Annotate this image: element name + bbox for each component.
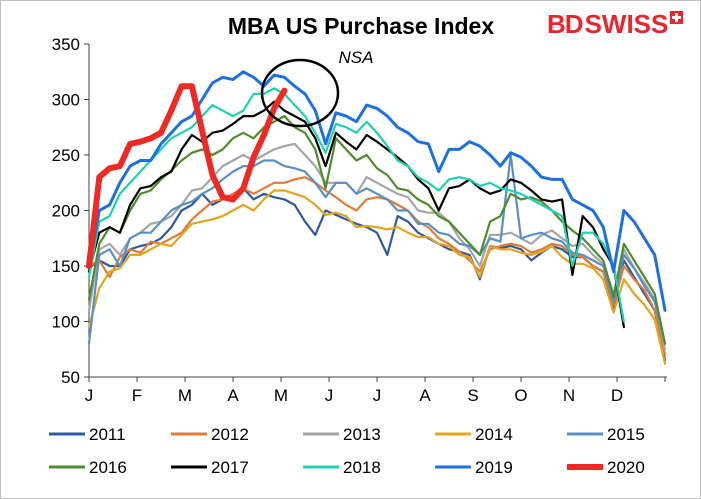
- legend-label-2015: 2015: [607, 425, 645, 444]
- series-line-2019: [87, 70, 667, 312]
- x-tick-label: A: [227, 386, 239, 405]
- legend-label-2018: 2018: [343, 458, 381, 477]
- chart-legend: 2011 2012 2013 2014 2015 2016 2017 2018 2019 2020: [49, 425, 645, 477]
- x-tick-label: S: [467, 386, 478, 405]
- y-tick-label: 150: [52, 257, 80, 276]
- legend-label-2011: 2011: [89, 425, 126, 444]
- legend-label-2012: 2012: [211, 425, 249, 444]
- x-tick-label: N: [563, 386, 575, 405]
- highlight-circle: [260, 58, 340, 128]
- chart-title: MBA US Purchase Index: [228, 13, 494, 39]
- x-tick-label: F: [132, 386, 142, 405]
- series-line-2017: [87, 100, 626, 329]
- series-line-2018: [87, 87, 626, 323]
- legend-label-2020: 2020: [607, 458, 645, 477]
- legend-label-2014: 2014: [475, 425, 513, 444]
- y-tick-label: 350: [52, 35, 80, 54]
- chart-axes: 50 100 150 200 250 300 350 J F M A M J J A S O N D: [52, 35, 667, 405]
- x-tick-label: A: [419, 386, 431, 405]
- y-tick-label: 250: [52, 146, 80, 165]
- y-tick-label: 200: [52, 202, 80, 221]
- y-tick-label: 100: [52, 313, 80, 332]
- x-tick-label: J: [325, 386, 334, 405]
- logo-letters-bd: BD: [547, 8, 584, 39]
- x-tick-label: M: [274, 386, 288, 405]
- series-line-2020: [86, 83, 288, 269]
- x-tick-label: D: [611, 386, 623, 405]
- bdswiss-logo: BD SWISS: [547, 8, 684, 39]
- y-tick-label: 50: [61, 368, 80, 387]
- chart-subtitle: NSA: [339, 48, 374, 67]
- series-line-2014: [87, 189, 667, 365]
- x-tick-label: M: [178, 386, 192, 405]
- x-tick-label: J: [85, 386, 94, 405]
- series-line-2016: [87, 114, 667, 345]
- y-tick-label: 300: [52, 91, 80, 110]
- swiss-cross-icon: [670, 10, 684, 24]
- legend-label-2019: 2019: [475, 458, 513, 477]
- x-tick-label: O: [514, 386, 527, 405]
- x-tick-label: J: [373, 386, 382, 405]
- series-line-2011: [87, 187, 667, 362]
- legend-label-2013: 2013: [343, 425, 381, 444]
- chart-series-lines: [86, 70, 667, 365]
- logo-letters-swiss: SWISS: [584, 8, 669, 39]
- legend-label-2017: 2017: [211, 458, 249, 477]
- legend-label-2016: 2016: [89, 458, 127, 477]
